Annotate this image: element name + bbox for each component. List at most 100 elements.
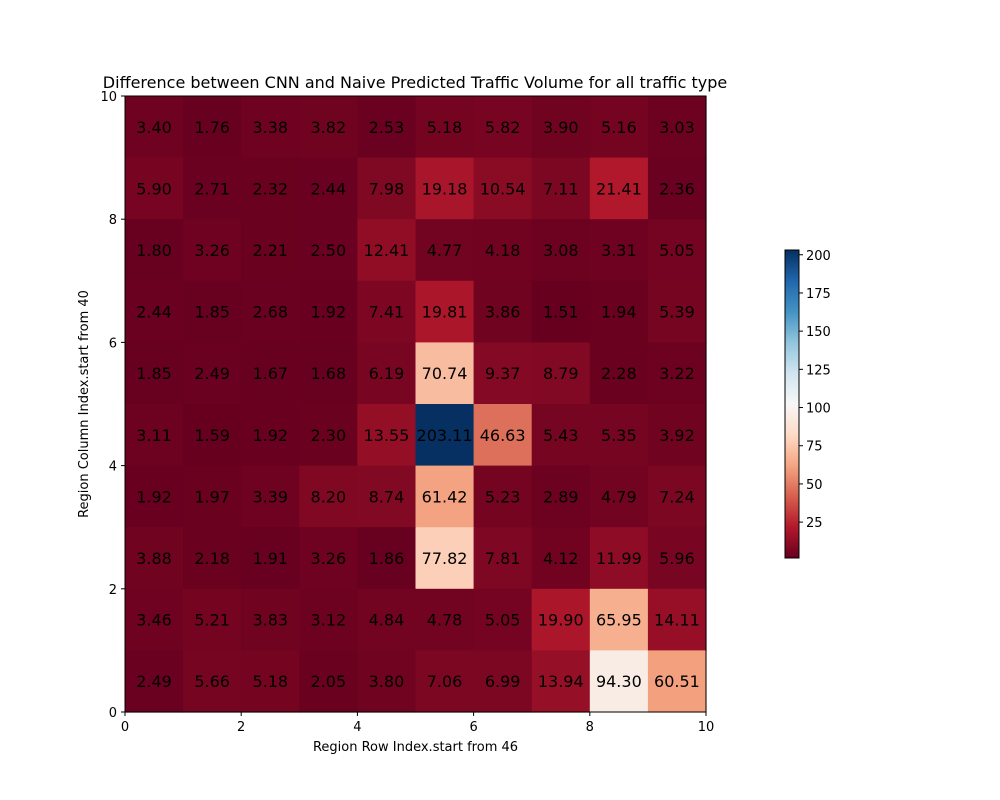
- heatmap-cell: [241, 342, 300, 405]
- heatmap-cell: [589, 527, 649, 590]
- heatmap-cell: [357, 404, 417, 467]
- cell-value-label: 3.82: [311, 118, 347, 137]
- heatmap-cell: [647, 650, 707, 713]
- heatmap-cell: [125, 650, 184, 713]
- heatmap-cell: [589, 219, 649, 282]
- heatmap-cell: [531, 219, 591, 282]
- cell-value-label: 1.59: [194, 426, 230, 445]
- cell-value-label: 3.92: [659, 426, 695, 445]
- heatmap-cell: [531, 342, 591, 405]
- heatmap-cell: [125, 527, 184, 590]
- cell-value-label: 1.91: [252, 549, 288, 568]
- cell-value-label: 61.42: [422, 487, 468, 506]
- cell-value-label: 4.79: [601, 487, 637, 506]
- heatmap-cell: [183, 465, 242, 528]
- cell-value-label: 1.97: [194, 487, 230, 506]
- heatmap-cell: [415, 650, 475, 713]
- x-axis: 0 2 4 6 8 10: [121, 712, 714, 735]
- cell-value-label: 203.11: [417, 426, 473, 445]
- y-tick-label: 10: [100, 90, 117, 105]
- y-tick-label: 0: [109, 706, 117, 721]
- chart-title: Difference between CNN and Naive Predict…: [103, 73, 727, 92]
- cell-value-label: 2.05: [311, 672, 347, 691]
- cell-value-label: 7.98: [369, 179, 405, 198]
- heatmap-cell: [357, 650, 417, 713]
- cell-value-label: 2.53: [369, 118, 405, 137]
- cell-value-label: 70.74: [422, 364, 468, 383]
- cell-value-label: 5.35: [601, 426, 637, 445]
- heatmap-cell: [183, 404, 242, 467]
- cell-value-label: 8.74: [369, 487, 405, 506]
- heatmap-cell: [183, 588, 242, 651]
- cell-value-label: 7.11: [543, 179, 579, 198]
- heatmap-cell: [589, 465, 649, 528]
- heatmap-cell: [125, 96, 184, 159]
- colorbar: 25 50 75 100 125 150 175 200: [784, 249, 831, 559]
- cell-value-label: 1.86: [369, 549, 405, 568]
- heatmap-cell: [183, 219, 242, 282]
- heatmap-cell: [241, 157, 300, 220]
- cell-value-label: 5.66: [194, 672, 230, 691]
- colorbar-tick-label: 75: [806, 440, 823, 455]
- heatmap-cell: [241, 219, 300, 282]
- cell-value-label: 94.30: [596, 672, 642, 691]
- heatmap-cell: [473, 404, 533, 467]
- colorbar-tick-label: 175: [806, 287, 831, 302]
- cell-value-label: 5.05: [485, 611, 521, 630]
- cell-value-label: 7.24: [659, 487, 695, 506]
- cell-value-label: 5.96: [659, 549, 695, 568]
- heatmap-cell: [531, 465, 591, 528]
- y-axis: 0 2 4 6 8 10: [100, 90, 125, 721]
- heatmap-cell: [473, 588, 533, 651]
- heatmap-cell: [183, 157, 242, 220]
- heatmap-cell: [183, 342, 242, 405]
- heatmap-cell: [357, 465, 417, 528]
- heatmap-cell: [241, 527, 300, 590]
- colorbar-tick-label: 200: [806, 249, 831, 264]
- heatmap-cell: [299, 404, 358, 467]
- y-tick-label: 6: [109, 336, 117, 351]
- heatmap-cell: [647, 219, 707, 282]
- heatmap-cell: [299, 219, 358, 282]
- cell-value-label: 1.92: [252, 426, 288, 445]
- cell-value-label: 2.30: [311, 426, 347, 445]
- cell-value-label: 2.28: [601, 364, 637, 383]
- cell-value-label: 1.51: [543, 303, 579, 322]
- x-tick-label: 4: [353, 720, 361, 735]
- cell-value-label: 3.08: [543, 241, 579, 260]
- cell-value-label: 5.18: [427, 118, 463, 137]
- heatmap-cell: [241, 96, 300, 159]
- heatmap-cell: [299, 588, 358, 651]
- heatmap-cell: [531, 280, 591, 343]
- cell-value-label: 7.81: [485, 549, 521, 568]
- heatmap-cell: [531, 404, 591, 467]
- heatmap-cell: [647, 404, 707, 467]
- colorbar-tick-label: 25: [806, 516, 823, 531]
- heatmap-cell: [589, 650, 649, 713]
- cell-value-label: 11.99: [596, 549, 642, 568]
- heatmap-cell: [125, 342, 184, 405]
- heatmap-cell: [415, 96, 475, 159]
- cell-value-label: 6.99: [485, 672, 521, 691]
- plot-frame: [124, 95, 707, 713]
- cell-value-label: 1.94: [601, 303, 637, 322]
- cell-value-label: 19.18: [422, 179, 468, 198]
- heatmap-cell: [473, 280, 533, 343]
- cell-value-label: 14.11: [654, 611, 700, 630]
- heatmap-cell: [531, 527, 591, 590]
- cell-value-label: 2.44: [311, 179, 347, 198]
- heatmap-cell: [241, 280, 300, 343]
- heatmap-cell: [415, 588, 475, 651]
- x-tick-label: 2: [237, 720, 245, 735]
- cell-value-label: 12.41: [364, 241, 410, 260]
- cell-value-label: 3.80: [369, 672, 405, 691]
- cell-value-label: 1.67: [252, 364, 288, 383]
- heatmap-cell: [473, 219, 533, 282]
- cell-value-label: 2.71: [194, 179, 230, 198]
- heatmap-cell: [125, 219, 184, 282]
- cell-value-label: 13.94: [538, 672, 584, 691]
- heatmap-cell: [299, 465, 358, 528]
- heatmap-cell: [473, 96, 533, 159]
- colorbar-tick-label: 100: [806, 402, 831, 417]
- cell-value-label: 4.78: [427, 611, 463, 630]
